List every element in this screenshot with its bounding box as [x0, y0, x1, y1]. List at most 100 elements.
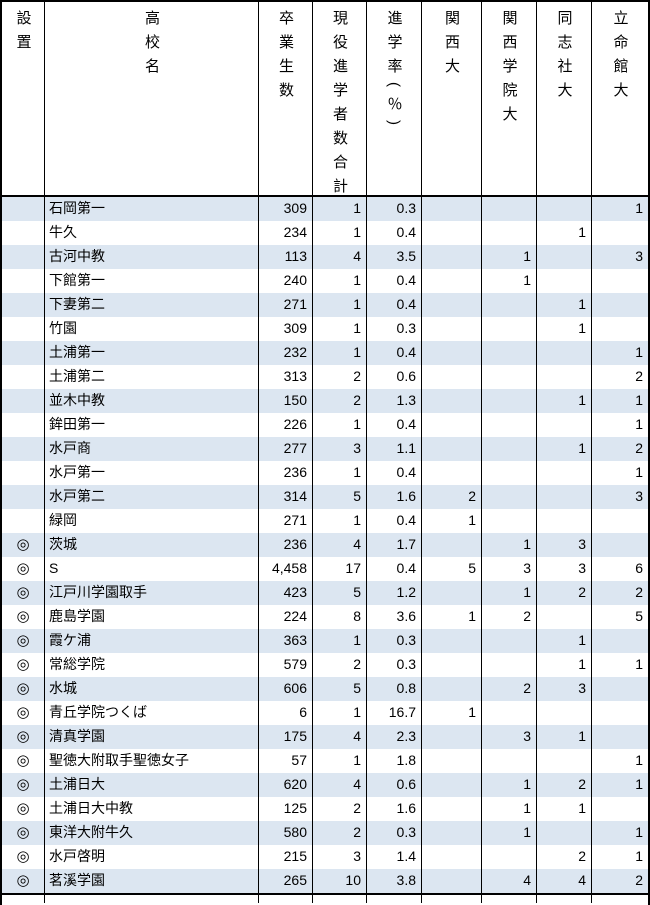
cell-doshisha-univ: 1 [537, 725, 592, 749]
header-doshisha-univ: 同志社大 [537, 2, 592, 195]
cell-current-admits-total: 1 [313, 701, 367, 725]
cell-current-admits-total: 2 [313, 821, 367, 845]
cell-admission-rate: 0.3 [367, 197, 422, 221]
cell-graduates: 236 [259, 533, 313, 557]
header-kwansei-gakuin-univ: 関西学院大 [482, 2, 537, 195]
cell-graduates: 309 [259, 317, 313, 341]
cell-current-admits-total: 1 [313, 509, 367, 533]
cell-graduates: 113 [259, 245, 313, 269]
cell-school-name: 水戸第二 [45, 485, 259, 509]
cell-admission-rate: 0.4 [367, 293, 422, 317]
cell-kwansei-gakuin-univ: 2 [482, 605, 537, 629]
cell-graduates: 363 [259, 629, 313, 653]
cell-current-admits-total: 1 [313, 317, 367, 341]
cell-admission-rate: 0.4 [367, 221, 422, 245]
cell-current-admits-total: 4 [313, 725, 367, 749]
cell-school-name: 江戸川学園取手 [45, 581, 259, 605]
cell-graduates: 224 [259, 605, 313, 629]
table-row: 古河中教 113 4 3.5 1 3 [2, 245, 648, 269]
cell-admission-rate: 0.3 [367, 317, 422, 341]
cell-establishment-mark: ◎ [2, 821, 45, 845]
cell-kwansei-gakuin-univ [482, 485, 537, 509]
cell-doshisha-univ [537, 485, 592, 509]
cell-graduates: 150 [259, 389, 313, 413]
cell-current-admits-total: 1 [313, 461, 367, 485]
cell-ritsumeikan-univ [592, 797, 648, 821]
cell-school-name: 土浦第二 [45, 365, 259, 389]
cell-kwansei-gakuin-univ [482, 749, 537, 773]
header-doshisha-univ-label: 同志社大 [555, 10, 573, 106]
cell-graduates: 234 [259, 221, 313, 245]
table-row: 土浦第一 232 1 0.4 1 [2, 341, 648, 365]
cell-current-admits-total: 1 [313, 341, 367, 365]
cell-graduates: 4,458 [259, 557, 313, 581]
cell-current-admits-total: 4 [313, 245, 367, 269]
cell-admission-rate: 1.7 [367, 533, 422, 557]
cell-admission-rate: 0.3 [367, 821, 422, 845]
cell-ritsumeikan-univ [592, 677, 648, 701]
cell-admission-rate: 3.6 [367, 605, 422, 629]
cell-school-name: 土浦日大 [45, 773, 259, 797]
cell-kwansei-gakuin-univ [482, 413, 537, 437]
cell-kwansei-gakuin-univ [482, 389, 537, 413]
cell-current-admits-total: 1 [313, 749, 367, 773]
cell-kansai-univ [422, 629, 482, 653]
cell-admission-rate: 1.1 [367, 437, 422, 461]
cell-establishment-mark [2, 485, 45, 509]
cell-establishment-mark: ◎ [2, 677, 45, 701]
cell-establishment-mark: ◎ [2, 749, 45, 773]
cell-doshisha-univ: 1 [537, 317, 592, 341]
cell-ritsumeikan-univ: 1 [635, 344, 643, 360]
cell-graduates: 271 [259, 293, 313, 317]
cell-ritsumeikan-univ [592, 317, 648, 341]
cell-graduates: 240 [259, 269, 313, 293]
cell-doshisha-univ [537, 509, 592, 533]
cell-ritsumeikan-univ: 2 [635, 584, 643, 600]
cell-ritsumeikan-univ: 6 [635, 560, 643, 576]
header-establishment: 設置 [2, 2, 45, 195]
cell-establishment-mark: ◎ [2, 605, 45, 629]
table-row: ◎ 東洋大附牛久 580 2 0.3 1 1 [2, 821, 648, 845]
cell-admission-rate: 0.4 [367, 461, 422, 485]
cell-current-admits-total: 1 [313, 197, 367, 221]
cell-ritsumeikan-univ: 1 [635, 824, 643, 840]
cell-establishment-mark: ◎ [2, 773, 45, 797]
cell-kansai-univ [422, 437, 482, 461]
table-row: ◎ 聖徳大附取手聖徳女子 57 1 1.8 1 [2, 749, 648, 773]
cell-admission-rate: 3.5 [367, 245, 422, 269]
cell-kansai-univ [422, 293, 482, 317]
cell-current-admits-total: 1 [313, 269, 367, 293]
header-kansai-univ-label: 関西大 [443, 10, 460, 82]
cell-graduates: 215 [259, 845, 313, 869]
table-row: ◎ 水戸啓明 215 3 1.4 2 1 [2, 845, 648, 869]
cell-school-name: 清真学園 [45, 725, 259, 749]
table-row: ◎ 土浦日大中教 125 2 1.6 1 1 [2, 797, 648, 821]
cell-school-name: 青丘学院つくば [45, 701, 259, 725]
cell-kwansei-gakuin-univ: 1 [482, 773, 537, 797]
cell-establishment-mark [2, 221, 45, 245]
cell-kwansei-gakuin-univ: 3 [482, 557, 537, 581]
cell-kansai-univ [422, 797, 482, 821]
cell-doshisha-univ: 1 [537, 437, 592, 461]
cell-kwansei-gakuin-univ: 1 [482, 797, 537, 821]
header-ritsumeikan-univ: 立命館大 [592, 2, 648, 195]
cell-school-name: 水戸啓明 [45, 845, 259, 869]
cell-kansai-univ [422, 581, 482, 605]
cell-admission-rate: 1.2 [367, 581, 422, 605]
cell-current-admits-total: 1 [313, 629, 367, 653]
cell-kansai-univ [422, 677, 482, 701]
cell-doshisha-univ [537, 365, 592, 389]
header-graduates: 卒業生数 [259, 2, 313, 195]
cell-ritsumeikan-univ [592, 725, 648, 749]
cell-kwansei-gakuin-univ [482, 317, 537, 341]
cell-ritsumeikan-univ [592, 629, 648, 653]
cell-establishment-mark: ◎ [2, 701, 45, 725]
cell-kansai-univ [422, 821, 482, 845]
cell-admission-rate: 1.6 [367, 485, 422, 509]
cell-establishment-mark [2, 341, 45, 365]
cell-establishment-mark [2, 389, 45, 413]
cell-establishment-mark: ◎ [2, 797, 45, 821]
cell-school-name: 東洋大附牛久 [45, 821, 259, 845]
cell-kwansei-gakuin-univ: 2 [482, 677, 537, 701]
cell-admission-rate: 1.4 [367, 845, 422, 869]
